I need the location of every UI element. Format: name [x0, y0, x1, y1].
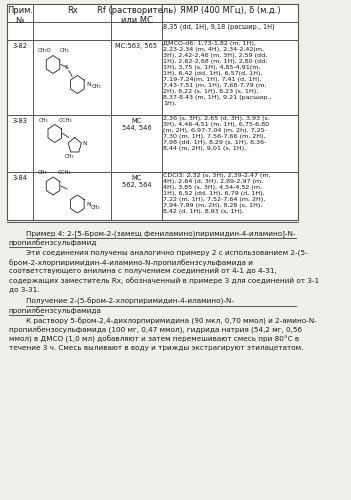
Text: содержащих заместитель Rx, обозначенный в примере 3 для соединений от 3-1: содержащих заместитель Rx, обозначенный …	[9, 277, 319, 284]
Text: пропилбензосульфамида (100 мг, 0,47 ммол), гидрида натрия (54,2 мг, 0,56: пропилбензосульфамида (100 мг, 0,47 ммол…	[9, 327, 302, 334]
Text: CH₃: CH₃	[91, 84, 101, 89]
Text: 3-83: 3-83	[13, 118, 27, 124]
Text: ДМСО-d6: 1,73-1,82 (m, 1H),
2,23-2,34 (m, 4H), 2,34-2,42(m,
3H), 2,42-2,46 (m, 3: ДМСО-d6: 1,73-1,82 (m, 1H), 2,23-2,34 (m…	[164, 41, 272, 106]
Text: CH₃: CH₃	[91, 205, 100, 210]
Text: МС
544, 546: МС 544, 546	[122, 118, 151, 131]
Text: Получение 2-(5-бром-2-хлорпиримидин-4-иламино)-N-: Получение 2-(5-бром-2-хлорпиримидин-4-ил…	[26, 298, 234, 306]
Text: CH₃O: CH₃O	[38, 48, 51, 52]
Text: N: N	[82, 141, 87, 146]
Text: OCH₃: OCH₃	[59, 118, 73, 122]
Text: пропилбензсульфамида: пропилбензсульфамида	[9, 307, 101, 314]
Text: К раствору 5-бром-2,4-дихлорпиримидина (90 мкл, 0,70 ммол) и 2-амино-N-: К раствору 5-бром-2,4-дихлорпиримидина (…	[26, 318, 317, 326]
Text: 8,35 (dd, 1H), 9,18 (расшир., 1H): 8,35 (dd, 1H), 9,18 (расшир., 1H)	[164, 24, 275, 30]
Text: OCH₃: OCH₃	[57, 170, 71, 175]
Text: CH₃: CH₃	[65, 154, 74, 160]
Text: МС:563, 565: МС:563, 565	[115, 43, 158, 49]
Text: МС
562, 564: МС 562, 564	[122, 175, 151, 188]
Text: 3-84: 3-84	[13, 175, 27, 181]
Text: до 3-31.: до 3-31.	[9, 286, 39, 292]
Text: 3-82: 3-82	[13, 43, 27, 49]
Text: 2,36 (s, 3H), 2,65 (d, 3H), 3,93 (s,
3H), 4,46-4,51 (m, 1H), 6,75-6,80
(m, 2H), : 2,36 (s, 3H), 2,65 (d, 3H), 3,93 (s, 3H)…	[164, 116, 270, 151]
Text: CH₃: CH₃	[39, 118, 49, 122]
Text: Эти соединения получены аналогично примеру 2 с использованием 2-(5-: Эти соединения получены аналогично приме…	[26, 250, 308, 256]
Text: CDCl3: 2,32 (s, 3H), 2,39-2,47 (m,
4H), 2,64 (d, 3H), 2,89-2,97 (m,
4H), 3,85 (s: CDCl3: 2,32 (s, 3H), 2,39-2,47 (m, 4H), …	[164, 173, 271, 214]
Text: соответствующего анилина с получением соединений от 4-1 до 4-31,: соответствующего анилина с получением со…	[9, 268, 277, 274]
Text: ммол) в ДМСО (1,0 мл) добавляют и затем перемешивают смесь при 80°C в: ммол) в ДМСО (1,0 мл) добавляют и затем …	[9, 336, 299, 344]
Text: пропилбензсульфамид: пропилбензсульфамид	[9, 239, 97, 246]
Text: Пример 4: 2-[5-Бром-2-(замещ фениламино)пиримидин-4-иламино]-N-: Пример 4: 2-[5-Бром-2-(замещ фениламино)…	[26, 230, 296, 237]
Text: CH₃: CH₃	[60, 48, 69, 52]
Text: Rf (растворитель)
или МС: Rf (растворитель) или МС	[97, 6, 176, 25]
Bar	[7, 4, 298, 220]
Text: бром-2-хлорпиримидин-4-иламино-N-пропилбензсульфамида и: бром-2-хлорпиримидин-4-иламино-N-пропилб…	[9, 259, 253, 266]
Text: Прим.
№: Прим. №	[7, 6, 33, 25]
Text: течение 3 ч. Смесь выливают в воду и трижды экстрагируют этилацетатом.: течение 3 ч. Смесь выливают в воду и три…	[9, 345, 303, 351]
Text: Rx: Rx	[67, 6, 78, 15]
Text: S: S	[65, 65, 69, 70]
Text: N: N	[86, 82, 91, 87]
Text: N: N	[86, 202, 91, 206]
Text: ЯМР (400 МГц), δ (м.д.): ЯМР (400 МГц), δ (м.д.)	[180, 6, 280, 15]
Text: CH₃: CH₃	[38, 170, 47, 175]
